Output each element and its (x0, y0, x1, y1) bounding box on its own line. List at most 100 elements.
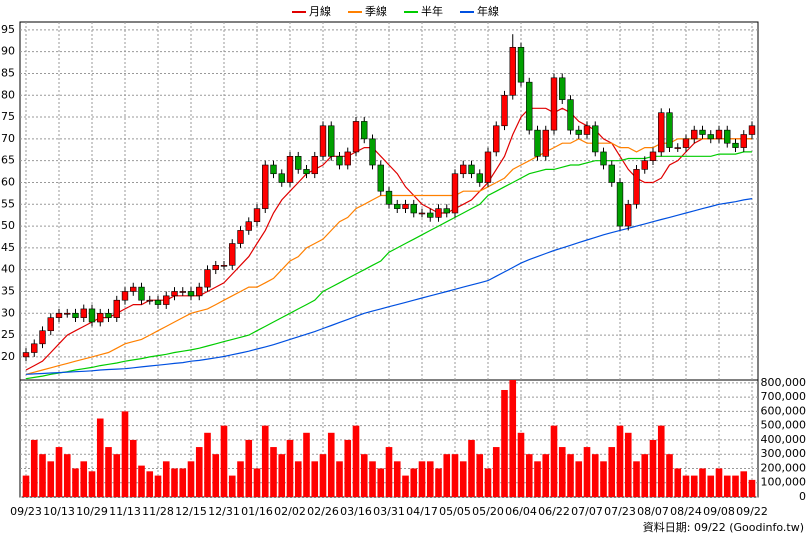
volume-bar (105, 447, 112, 497)
candle-body (740, 134, 747, 148)
candle-body (303, 169, 310, 175)
volume-bar (187, 461, 195, 497)
volume-bar (162, 461, 170, 497)
volume-bar (253, 468, 261, 497)
x-tick-label: 05/20 (472, 505, 504, 518)
candle-body (47, 317, 54, 332)
candle-body (484, 151, 492, 183)
volume-bar (72, 468, 79, 497)
legend-label: 半年 (421, 4, 443, 18)
candle-body (509, 46, 516, 96)
volume-bar (699, 468, 706, 497)
candle-body (550, 77, 558, 131)
candle-body (476, 173, 483, 183)
volume-bar (80, 461, 88, 497)
candle-body (319, 125, 327, 157)
volume-tick-label: 200,000 (761, 461, 807, 474)
volume-bar (220, 425, 228, 497)
volume-bar (435, 468, 442, 497)
candle-body (80, 308, 87, 318)
volume-bar (360, 454, 368, 497)
volume-bar (261, 425, 269, 497)
volume-bar (633, 461, 640, 497)
volume-bar (22, 475, 30, 497)
labels: 20 25 30 35 40 45 50 55 60 65 70 75 80 85 90 95 0100,000… (1, 4, 806, 518)
candle-body (171, 291, 178, 297)
candle-body (55, 312, 63, 318)
candle-body (262, 164, 269, 209)
x-tick-label: 11/13 (109, 505, 141, 518)
x-tick-label: 03/31 (373, 505, 405, 518)
y-tick-label: 60 (1, 175, 15, 188)
candle-body (410, 203, 417, 214)
candle-body (204, 269, 211, 288)
volume-bar (600, 461, 607, 497)
volume-bar (303, 432, 310, 497)
volume-bar (146, 471, 154, 497)
candle-body (352, 121, 360, 153)
volume-bar (402, 475, 409, 497)
x-tick-label: 08/24 (670, 505, 702, 518)
candle-body (699, 129, 706, 135)
legend-label: 年線 (477, 4, 499, 18)
volume-bar (641, 454, 649, 497)
y-tick-label: 90 (1, 45, 15, 58)
volume-bar (707, 475, 715, 497)
volume-bar (666, 454, 673, 497)
candle-body (493, 125, 500, 153)
volume-bar (509, 380, 517, 497)
candle-body (146, 299, 153, 302)
y-tick-label: 70 (1, 132, 15, 145)
candle-body (245, 221, 252, 231)
volume-bar (575, 461, 583, 497)
candle-body (72, 312, 79, 318)
candle-body (691, 129, 698, 140)
candle-body (278, 173, 285, 183)
candle-body (394, 203, 401, 209)
x-tick-label: 04/17 (406, 505, 438, 518)
volume-bar (525, 454, 533, 497)
candle-body (641, 160, 648, 170)
volume-bar (492, 447, 500, 497)
volume-bar (501, 389, 508, 497)
volume-bar (319, 454, 327, 497)
volume-bar (418, 461, 426, 497)
volume-bar (336, 461, 343, 497)
volume-bar (657, 425, 665, 497)
legend-label: 月線 (309, 4, 331, 18)
volume-bar (476, 454, 484, 497)
volume-tick-label: 500,000 (761, 419, 807, 432)
candle-body (682, 138, 690, 148)
candle-body (732, 142, 739, 148)
volume-bar (39, 454, 46, 497)
candle-body (179, 291, 186, 293)
candle-body (237, 230, 244, 244)
volume-bar (616, 425, 624, 497)
candle-body (336, 156, 343, 166)
y-tick-label: 50 (1, 219, 15, 232)
candle-body (212, 265, 219, 270)
candle-body (526, 81, 533, 131)
volume-bar (171, 468, 178, 497)
volume-bar (608, 447, 616, 497)
x-tick-label: 05/05 (439, 505, 471, 518)
candle-body (328, 125, 335, 157)
candle-body (253, 208, 261, 223)
volume-bar (30, 439, 38, 497)
y-tick-label: 45 (1, 241, 15, 254)
volume-bar (550, 425, 558, 497)
volume-bar (327, 432, 335, 497)
volume-bar (517, 432, 525, 497)
volume-bar (96, 418, 104, 497)
volume-bar (55, 447, 63, 497)
legend-label: 季線 (365, 4, 387, 18)
y-tick-label: 30 (1, 306, 15, 319)
volume-bar (129, 439, 137, 497)
y-tick-label: 95 (1, 23, 15, 36)
candle-body (154, 299, 162, 305)
volume-bar (715, 468, 723, 497)
candle-body (666, 112, 673, 148)
volume-tick-label: 600,000 (761, 404, 807, 417)
candle-body (674, 147, 681, 149)
